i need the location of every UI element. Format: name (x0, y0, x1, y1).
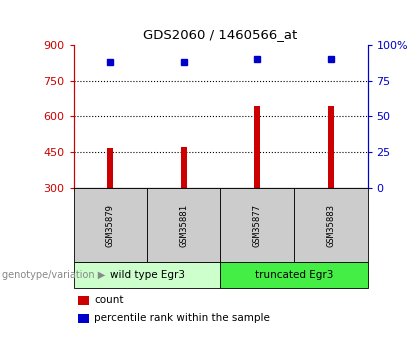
Text: GSM35881: GSM35881 (179, 204, 188, 247)
Bar (255, 106, 260, 188)
Bar (108, 148, 113, 188)
Text: percentile rank within the sample: percentile rank within the sample (94, 314, 270, 323)
Text: GSM35883: GSM35883 (326, 204, 335, 247)
Title: GDS2060 / 1460566_at: GDS2060 / 1460566_at (143, 28, 298, 41)
Text: GSM35879: GSM35879 (106, 204, 115, 247)
Bar (328, 106, 334, 188)
Bar (181, 147, 187, 188)
Text: GSM35877: GSM35877 (253, 204, 262, 247)
Text: count: count (94, 296, 124, 305)
Text: truncated Egr3: truncated Egr3 (255, 270, 333, 280)
Text: genotype/variation ▶: genotype/variation ▶ (2, 270, 105, 280)
Text: wild type Egr3: wild type Egr3 (110, 270, 184, 280)
